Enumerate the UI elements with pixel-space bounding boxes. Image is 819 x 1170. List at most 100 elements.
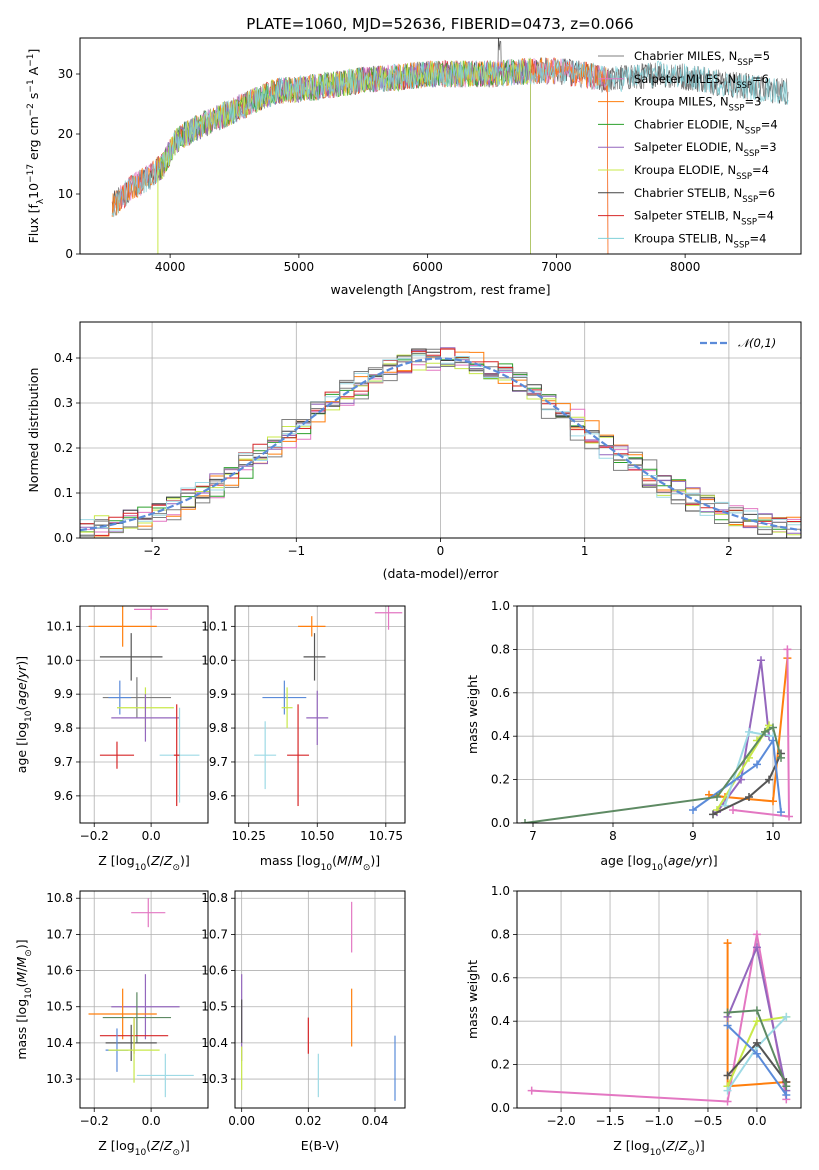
- x-axis-label: age [log10(age/yr)]: [600, 853, 717, 873]
- legend-text-count: =4: [761, 117, 778, 131]
- errorbar-point: [108, 680, 132, 715]
- panel-mass-vs-z: −0.2 0.010.310.410.510.610.710.8Z [log10(…: [14, 890, 209, 1158]
- label-part: Z [log: [98, 1138, 134, 1153]
- spectrum-line: [156, 58, 531, 254]
- x-tick-label: −2.0: [546, 1114, 575, 1128]
- normal-curve: [80, 357, 801, 532]
- legend-entry: Salpeter MILES, NSSP=6: [634, 72, 769, 91]
- y-tick-label: 0: [65, 247, 73, 261]
- y-axis-label: mass weight: [465, 960, 480, 1039]
- label-part: M: [352, 853, 363, 868]
- x-tick-label: −1.0: [644, 1114, 673, 1128]
- y-tick-label: 9.7: [209, 755, 228, 769]
- errorbar-point: [108, 1017, 160, 1083]
- y-tick-label: 0.4: [491, 1014, 510, 1028]
- y-tick-label: 0.6: [491, 686, 510, 700]
- legend-text-count: =6: [752, 72, 769, 86]
- y-tick-label: 10.5: [46, 1000, 73, 1014]
- x-tick-label: 0.0: [747, 1114, 766, 1128]
- label-part: )]: [14, 939, 29, 949]
- x-tick-label: −1.5: [595, 1114, 624, 1128]
- axes-frame: [234, 605, 406, 824]
- label-part: 10: [650, 1148, 662, 1158]
- axes-frame: [79, 37, 802, 255]
- weight-marker: [723, 1097, 732, 1106]
- y-tick-label: 9.7: [54, 755, 73, 769]
- errorbar-point: [131, 898, 166, 928]
- y-tick-label: 10.0: [201, 653, 228, 667]
- label-part: /: [14, 677, 29, 682]
- errorbar-point: [99, 633, 163, 681]
- x-axis-label: mass [log10(M/M⊙)]: [260, 853, 380, 873]
- label-part: Z [log: [98, 853, 134, 868]
- y-tick-label: 30: [58, 67, 73, 81]
- y-tick-label: 10.3: [46, 1072, 73, 1086]
- errorbar-point: [88, 988, 157, 1040]
- label-part: age: [14, 682, 29, 706]
- weight-marker: [782, 1082, 791, 1091]
- label-part: (: [663, 853, 668, 868]
- legend-text-sub: SSP: [729, 104, 745, 114]
- label-part: /: [675, 1138, 680, 1153]
- y-tick-label: 9.9: [209, 687, 228, 701]
- label-part: Z [log: [613, 1138, 649, 1153]
- label-part: age [log: [600, 853, 651, 868]
- x-tick-label: 0.04: [362, 1114, 389, 1128]
- label-part: )]: [180, 1138, 190, 1153]
- label-part: Z: [150, 1138, 160, 1153]
- y-axis-label: mass weight: [465, 675, 480, 754]
- y-tick-label: 10.0: [46, 653, 73, 667]
- y-tick-label: 10.4: [201, 1036, 228, 1050]
- y-tick-label: 0.4: [54, 351, 73, 365]
- errorbar-point: [105, 1024, 157, 1061]
- legend-text-count: =4: [757, 209, 774, 223]
- axes-frame: [79, 890, 209, 1109]
- weight-marker: [723, 1021, 732, 1030]
- weight-marker: [713, 792, 721, 801]
- label-part: (: [332, 853, 337, 868]
- label-part: Z: [678, 1138, 688, 1153]
- legend-entry: Kroupa STELIB, NSSP=4: [634, 231, 766, 250]
- weight-marker: [752, 1017, 761, 1026]
- label-part: ⊙: [363, 863, 371, 873]
- plot-area: [241, 901, 396, 1101]
- y-tick-label: 9.8: [209, 721, 228, 735]
- y-tick-label: 0.8: [491, 927, 510, 941]
- weight-marker: [769, 797, 777, 806]
- legend-text-sub: SSP: [744, 149, 760, 159]
- y-tick-label: 10.8: [46, 891, 73, 905]
- y-tick-label: 10.5: [201, 1000, 228, 1014]
- panel-mass-vs-ebv: 0.00 0.02 0.04 10.3 10.4 10.5 10.6 10.7 10.8 E(B-…: [201, 890, 406, 1153]
- label-part: 10: [24, 710, 34, 722]
- weight-marker: [745, 727, 753, 736]
- legend-entry: Kroupa ELODIE, NSSP=4: [634, 163, 769, 182]
- label-part: ]: [26, 49, 41, 54]
- errorbar-point: [173, 704, 180, 807]
- y-tick-label: 10.6: [201, 964, 228, 978]
- weight-marker: [709, 810, 717, 819]
- label-part: yr: [694, 853, 708, 868]
- y-tick-label: 9.6: [54, 789, 73, 803]
- y-tick-label: 10.4: [46, 1036, 73, 1050]
- label-part: /: [160, 1138, 165, 1153]
- label-part: Normed distribution: [26, 368, 41, 493]
- label-part: )]: [708, 853, 718, 868]
- weight-marker: [782, 1012, 791, 1021]
- label-part: 10: [135, 863, 147, 873]
- y-axis-label: age [log10(age/yr)]: [14, 656, 34, 773]
- weight-marker: [765, 775, 773, 784]
- label-part: (: [14, 706, 29, 711]
- label-part: /: [160, 853, 165, 868]
- legend-text-main: Chabrier ELODIE, N: [634, 117, 745, 131]
- errorbar-point: [306, 690, 329, 746]
- x-tick-label: 0.0: [142, 1114, 161, 1128]
- label-part: mass weight: [465, 675, 480, 754]
- y-tick-label: 0.3: [54, 396, 73, 410]
- errorbar-point: [303, 633, 326, 681]
- panel-residual-hist: −2 −1 0 1 2 0.0 0.1 0.2 0.3 0.4 (data-model)/error…: [26, 321, 802, 581]
- x-tick-label: 0.02: [295, 1114, 322, 1128]
- x-axis-label: (data-model)/error: [383, 566, 500, 581]
- label-part: ⊙: [172, 1148, 180, 1158]
- spectrum-line: [156, 59, 531, 254]
